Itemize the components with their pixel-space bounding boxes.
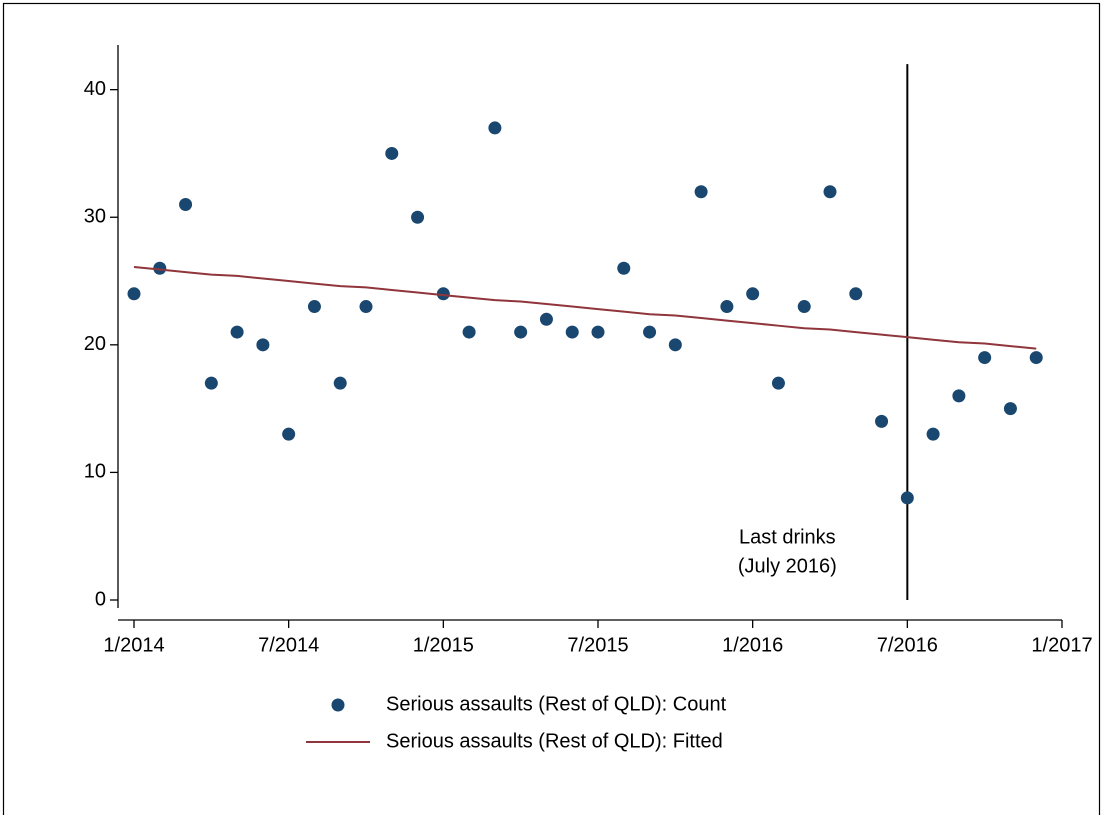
y-tick-label: 30 <box>84 206 106 228</box>
x-tick-label: 1/2017 <box>1031 634 1092 656</box>
x-tick-label: 7/2016 <box>877 634 938 656</box>
x-tick-label: 1/2014 <box>103 634 164 656</box>
point <box>849 287 863 301</box>
point <box>1029 351 1043 365</box>
point <box>668 338 682 352</box>
point <box>282 427 296 441</box>
point <box>900 491 914 505</box>
legend-label: Serious assaults (Rest of QLD): Fitted <box>386 730 723 752</box>
annotation: (July 2016) <box>738 555 837 577</box>
y-tick-label: 10 <box>84 461 106 483</box>
point <box>539 312 553 326</box>
point <box>204 376 218 390</box>
x-tick-label: 1/2016 <box>722 634 783 656</box>
point <box>153 261 167 275</box>
point <box>436 287 450 301</box>
point <box>127 287 141 301</box>
point <box>307 300 321 314</box>
y-tick-label: 40 <box>84 78 106 100</box>
point <box>797 300 811 314</box>
point <box>1003 402 1017 416</box>
point <box>359 300 373 314</box>
point <box>565 325 579 339</box>
x-tick-label: 7/2014 <box>258 634 319 656</box>
point <box>488 121 502 135</box>
point <box>256 338 270 352</box>
point <box>926 427 940 441</box>
y-tick-label: 0 <box>95 588 106 610</box>
fitted-line <box>133 266 1037 350</box>
point <box>643 325 657 339</box>
point <box>875 414 889 428</box>
point <box>823 185 837 199</box>
point <box>617 261 631 275</box>
point <box>333 376 347 390</box>
x-tick-label: 1/2015 <box>413 634 474 656</box>
point <box>978 351 992 365</box>
point <box>385 146 399 160</box>
point <box>591 325 605 339</box>
legend-marker <box>331 698 345 712</box>
point <box>771 376 785 390</box>
legend-label: Serious assaults (Rest of QLD): Count <box>386 693 727 715</box>
point <box>514 325 528 339</box>
point <box>230 325 244 339</box>
annotation: Last drinks <box>739 526 836 548</box>
point <box>720 300 734 314</box>
point <box>952 389 966 403</box>
point <box>411 210 425 224</box>
point <box>179 197 193 211</box>
point <box>746 287 760 301</box>
point <box>694 185 708 199</box>
x-tick-label: 7/2015 <box>567 634 628 656</box>
y-tick-label: 20 <box>84 333 106 355</box>
point <box>462 325 476 339</box>
